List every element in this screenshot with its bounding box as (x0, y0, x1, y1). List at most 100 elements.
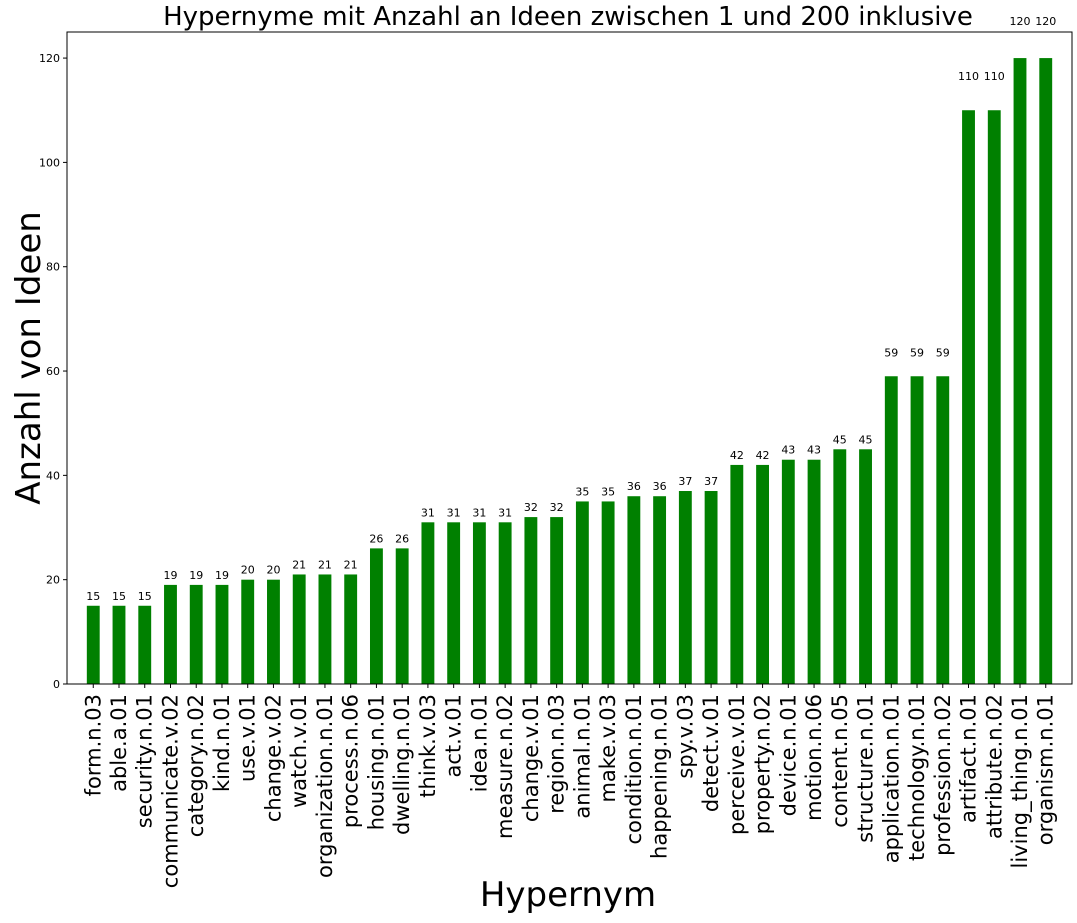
bar-data-label: 37 (704, 475, 718, 488)
x-axis-title: Hypernym (480, 875, 656, 915)
bar-data-label: 59 (910, 346, 924, 359)
bar-data-label: 31 (421, 506, 435, 519)
bar (756, 464, 770, 684)
bar-data-label: 42 (730, 449, 744, 462)
bar-data-label: 43 (807, 444, 821, 457)
bar-data-label: 21 (344, 558, 358, 571)
y-tick-label: 0 (53, 678, 60, 691)
x-tick-label: change.v.01 (519, 694, 543, 822)
bar (910, 376, 924, 684)
bar-data-label: 15 (138, 590, 152, 603)
x-tick-label: idea.n.01 (467, 694, 491, 792)
bar-data-label: 110 (958, 70, 979, 83)
bar-data-label: 32 (550, 501, 564, 514)
y-axis: 0 20 40 60 80 100 120 (39, 52, 67, 691)
x-tick-label: organism.n.01 (1034, 694, 1058, 845)
bar (421, 522, 435, 684)
bar (704, 491, 718, 684)
bar (653, 496, 667, 684)
bar-data-label: 19 (163, 569, 177, 582)
x-tick-label: measure.n.02 (493, 694, 517, 839)
bar-data-label: 15 (112, 590, 126, 603)
bar (215, 584, 229, 684)
bar-data-label: 19 (189, 569, 203, 582)
bar (627, 496, 641, 684)
bar-data-label: 59 (936, 346, 950, 359)
bar-data-label: 43 (781, 444, 795, 457)
y-axis-title: Anzahl von Ideen (9, 211, 49, 505)
x-tick-label: condition.n.01 (622, 694, 646, 844)
bar-data-label: 45 (859, 433, 873, 446)
bar (498, 522, 512, 684)
x-tick-label: process.n.06 (339, 694, 363, 828)
x-tick-label: living_thing.n.01 (1008, 694, 1033, 868)
x-tick-label: housing.n.01 (364, 694, 388, 830)
bar (189, 584, 203, 684)
bar (86, 605, 100, 684)
x-tick-label: technology.n.01 (905, 694, 929, 861)
x-tick-label: change.v.02 (261, 694, 285, 822)
bar-data-label: 26 (395, 532, 409, 545)
bar (267, 579, 280, 684)
x-tick-label: happening.n.01 (648, 694, 672, 859)
x-tick-label: organization.n.01 (313, 694, 337, 878)
x-tick-label: communicate.v.02 (158, 694, 182, 888)
bar-data-label: 42 (756, 449, 770, 462)
bar (859, 449, 872, 684)
bar (884, 376, 898, 684)
chart-title: Hypernyme mit Anzahl an Ideen zwischen 1… (163, 2, 973, 32)
x-tick-label: detect.v.01 (699, 694, 723, 812)
bar-data-label: 36 (653, 480, 667, 493)
bar (807, 459, 821, 684)
bar-data-label: 15 (86, 590, 100, 603)
x-tick-label: kind.n.01 (210, 694, 234, 792)
x-tick-label: application.n.01 (879, 694, 903, 863)
bar-data-label: 31 (498, 506, 512, 519)
y-tick-label: 20 (46, 574, 60, 587)
x-tick-label: device.n.01 (776, 694, 800, 816)
x-tick-label: security.n.01 (133, 694, 157, 828)
x-tick-label: act.v.01 (442, 694, 466, 778)
x-tick-label: watch.v.01 (287, 694, 311, 808)
bar (369, 548, 383, 684)
plot-frame (66, 31, 1073, 685)
y-tick-label: 120 (39, 52, 60, 65)
y-tick-label: 40 (46, 469, 60, 482)
bar (241, 579, 255, 684)
bar (1013, 58, 1027, 684)
x-axis: form.n.03 able.a.01 security.n.01 communica… (81, 684, 1058, 888)
x-tick-label: motion.n.06 (802, 694, 826, 821)
bar (962, 110, 975, 685)
bar-data-label: 31 (447, 506, 461, 519)
data-labels-group: 15 15 15 19 19 19 20 20 21 21 21 26 26 31 31 31 31 32 32 35… (86, 15, 1056, 603)
bar (987, 110, 1001, 685)
x-tick-label: animal.n.01 (570, 694, 594, 819)
bar-data-label: 26 (369, 532, 383, 545)
bar-data-label: 31 (472, 506, 486, 519)
bar-data-label: 36 (627, 480, 641, 493)
bar-data-label: 20 (241, 564, 255, 577)
x-tick-label: property.n.02 (751, 694, 775, 834)
x-tick-label: structure.n.01 (854, 694, 878, 843)
bar (472, 522, 486, 684)
x-tick-label: use.v.01 (236, 694, 260, 782)
x-tick-label: region.n.03 (545, 694, 569, 814)
bar (318, 574, 332, 684)
bar-data-label: 35 (601, 485, 615, 498)
bar (395, 548, 409, 684)
x-tick-label: able.a.01 (107, 694, 131, 792)
bars-group (86, 58, 1053, 685)
x-tick-label: form.n.03 (81, 694, 105, 796)
x-tick-label: make.v.03 (596, 694, 620, 803)
bar (678, 491, 692, 684)
y-tick-label: 60 (46, 365, 60, 378)
bar (164, 584, 177, 684)
bar-data-label: 120 (1009, 15, 1030, 28)
y-tick-label: 80 (46, 261, 60, 274)
x-tick-label: attribute.n.02 (982, 694, 1006, 839)
x-tick-label: perceive.v.01 (725, 694, 749, 835)
bar-data-label: 120 (1035, 15, 1056, 28)
bar-data-label: 21 (292, 558, 306, 571)
